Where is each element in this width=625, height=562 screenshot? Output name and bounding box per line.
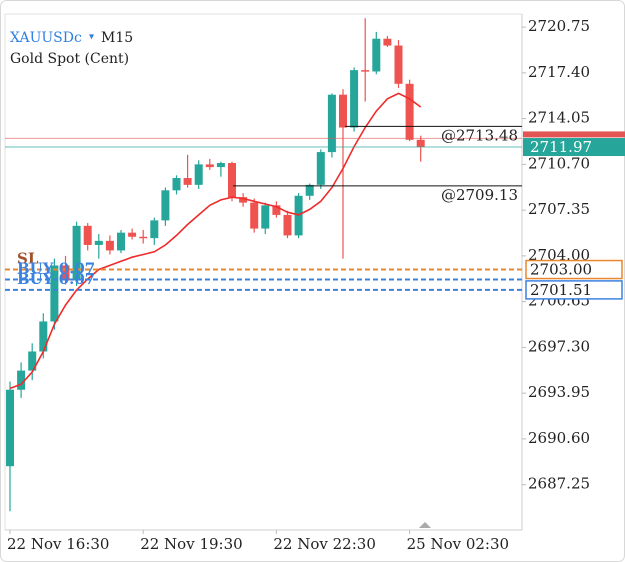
y-tick-label: 2697.30 bbox=[528, 337, 590, 355]
candle-body bbox=[350, 70, 359, 128]
candle-body bbox=[261, 205, 270, 229]
level-tag bbox=[525, 259, 623, 280]
level-label: BUY 0.07 bbox=[17, 270, 95, 288]
candle-body bbox=[150, 220, 159, 239]
candle-body bbox=[72, 225, 81, 281]
x-tick-label: 22 Nov 16:30 bbox=[7, 535, 109, 553]
x-tick-label: 22 Nov 19:30 bbox=[140, 535, 242, 553]
candle-body bbox=[305, 184, 314, 196]
candle-body bbox=[94, 240, 103, 245]
candle-body bbox=[50, 265, 59, 322]
candle-body bbox=[139, 236, 148, 239]
level-label: BUY 0.07 bbox=[17, 260, 95, 278]
candle-body bbox=[105, 240, 114, 251]
x-tick-label: 22 Nov 22:30 bbox=[273, 535, 375, 553]
order-label: @2709.13 bbox=[441, 186, 518, 204]
candle-body bbox=[161, 190, 170, 221]
y-tick-label: 2687.25 bbox=[528, 475, 590, 493]
candle-body bbox=[272, 205, 281, 215]
candle-body bbox=[128, 232, 137, 237]
subtitle: Gold Spot (Cent) bbox=[10, 51, 129, 67]
candle-body bbox=[194, 164, 203, 185]
candle-body bbox=[17, 370, 26, 390]
candle-body bbox=[250, 202, 259, 229]
candle-body bbox=[283, 214, 292, 236]
y-tick-label: 2693.95 bbox=[528, 383, 590, 401]
level-tag-label: 2701.51 bbox=[530, 281, 592, 299]
candle-body bbox=[28, 351, 37, 371]
ask-tag bbox=[523, 131, 625, 138]
candle-body bbox=[316, 152, 325, 185]
x-tick-label: 25 Nov 02:30 bbox=[407, 535, 509, 553]
bid-tag bbox=[523, 138, 625, 157]
level-tag bbox=[525, 280, 623, 300]
y-tick-label: 2707.35 bbox=[528, 200, 590, 218]
candle-body bbox=[361, 70, 370, 72]
order-label: @2713.48 bbox=[441, 126, 518, 144]
candle-body bbox=[327, 94, 336, 153]
candle-body bbox=[117, 232, 125, 251]
candle-body bbox=[383, 38, 392, 46]
timeframe[interactable]: M15 bbox=[101, 30, 133, 46]
candle-body bbox=[83, 225, 92, 245]
candle-body bbox=[172, 178, 181, 191]
candle-body bbox=[6, 389, 14, 467]
candle-body bbox=[61, 265, 70, 281]
y-tick-label: 2717.40 bbox=[528, 63, 590, 81]
moving-average bbox=[9, 92, 422, 390]
symbol[interactable]: XAUUSDc bbox=[10, 30, 82, 46]
scroll-marker[interactable] bbox=[419, 522, 431, 528]
candle-body bbox=[339, 94, 347, 128]
candle-body bbox=[216, 163, 225, 168]
level-tag-label: 2703.00 bbox=[530, 261, 592, 279]
y-tick-label: 2704.00 bbox=[528, 246, 590, 264]
y-tick-label: 2720.75 bbox=[528, 17, 590, 35]
candle-body bbox=[394, 45, 403, 84]
candle-body bbox=[372, 38, 381, 72]
candle-body bbox=[239, 197, 248, 203]
y-tick-label: 2690.60 bbox=[528, 429, 590, 447]
candle-body bbox=[416, 139, 425, 148]
candle-body bbox=[405, 83, 414, 140]
candle-body bbox=[205, 164, 214, 168]
bid-tag-label: 2711.97 bbox=[530, 138, 592, 156]
y-tick-label: 2710.70 bbox=[528, 154, 590, 172]
y-tick-label: 2714.05 bbox=[528, 109, 590, 127]
candle-body bbox=[39, 321, 48, 352]
candle-body bbox=[228, 163, 236, 198]
candle-body bbox=[183, 178, 192, 185]
level-label: SL bbox=[17, 250, 39, 268]
symbol-dropdown-icon[interactable]: ▾ bbox=[89, 32, 94, 43]
